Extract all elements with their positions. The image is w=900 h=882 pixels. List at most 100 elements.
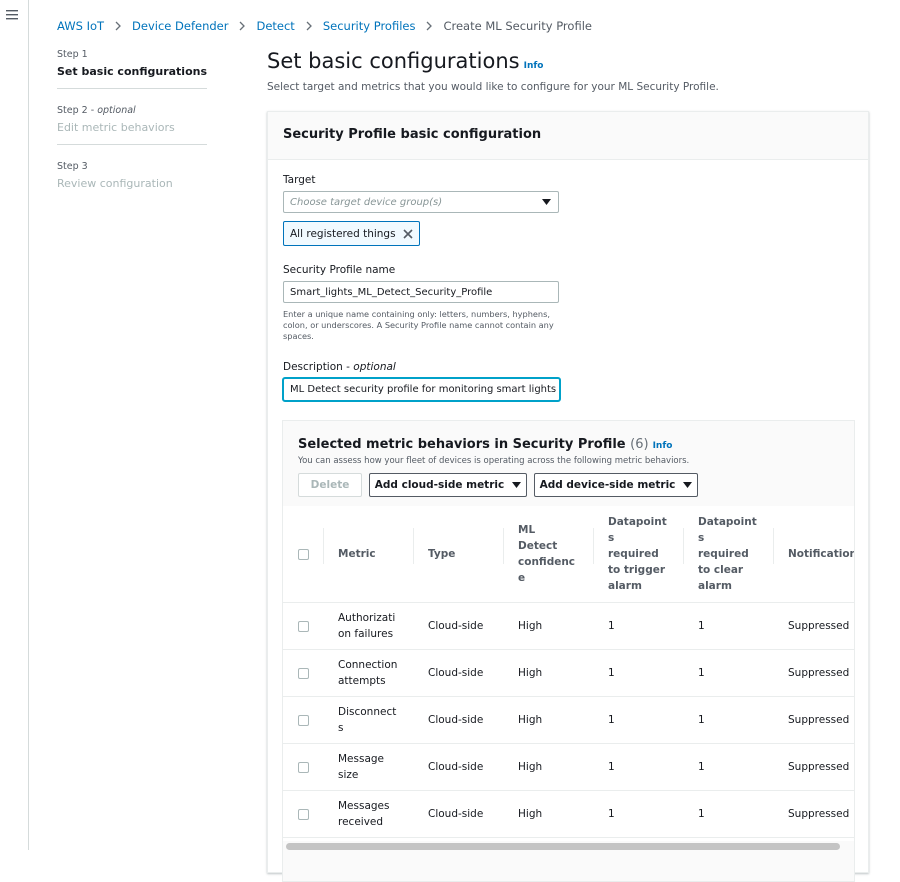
column-header: Metric bbox=[323, 506, 413, 603]
breadcrumb-link[interactable]: Security Profiles bbox=[322, 19, 416, 33]
table-cell: High bbox=[503, 649, 593, 697]
metrics-table: Metric Type ML Detect confidence Datapoints… bbox=[283, 506, 854, 841]
table-cell: Suppressed bbox=[773, 696, 854, 744]
delete-button[interactable]: Delete bbox=[298, 473, 362, 497]
title-text: Set basic configurations bbox=[267, 49, 520, 73]
table-cell: 1 bbox=[683, 602, 773, 650]
menu-icon[interactable] bbox=[6, 10, 18, 20]
table-cell: 1 bbox=[683, 743, 773, 791]
metrics-description: You can assess how your fleet of devices… bbox=[298, 456, 690, 466]
step-title[interactable]: Review configuration bbox=[57, 177, 173, 190]
screen: AWS IoT Device Defender Detect Security Pro… bbox=[0, 0, 869, 882]
table-cell: Messages sent bbox=[323, 837, 413, 841]
breadcrumb-link[interactable]: Device Defender bbox=[132, 19, 229, 33]
dropdown-caret bbox=[542, 199, 551, 205]
breadcrumb-separator bbox=[427, 21, 433, 31]
button-label: Add device-side metric bbox=[539, 479, 676, 491]
name-label: Security Profile name bbox=[283, 264, 396, 276]
description-input[interactable]: ML Detect security profile for monitorin… bbox=[282, 377, 561, 402]
table-cell: Cloud-side bbox=[413, 837, 503, 841]
header-row: Metric Type ML Detect confidence Datapoints… bbox=[283, 506, 854, 603]
target-select[interactable]: Choose target device group(s) bbox=[283, 191, 559, 213]
metrics-container: Selected metric behaviors in Security Pr… bbox=[282, 420, 855, 882]
add-device-metric-button[interactable]: Add device-side metric bbox=[534, 473, 698, 497]
horizontal-scrollbar[interactable] bbox=[286, 843, 840, 850]
dropdown-caret bbox=[512, 482, 522, 488]
wizard-step: Step 3 Review configuration bbox=[57, 161, 207, 190]
name-value: Smart_lights_ML_Detect_Security_Profile bbox=[290, 287, 493, 298]
panel-header: Security Profile basic configuration bbox=[268, 112, 868, 160]
table-cell: High bbox=[503, 743, 593, 791]
target-token: All registered things bbox=[283, 221, 420, 246]
table-cell: High bbox=[503, 696, 593, 744]
table-cell: Suppressed bbox=[773, 743, 854, 791]
table-cell: 1 bbox=[683, 649, 773, 697]
table-row: Connection attempts Cloud-side High 1 1 Suppr… bbox=[283, 649, 854, 697]
table-cell: High bbox=[503, 602, 593, 650]
table-cell: Authorization failures bbox=[323, 602, 413, 650]
name-hint: Enter a unique name containing only: let… bbox=[283, 309, 554, 341]
button-label: Add cloud-side metric bbox=[374, 479, 505, 491]
select-cell bbox=[283, 649, 323, 697]
column-header: Datapoints required to trigger alarm bbox=[593, 506, 683, 603]
token-remove[interactable] bbox=[402, 228, 413, 239]
row-checkbox[interactable] bbox=[298, 667, 309, 679]
name-input[interactable]: Smart_lights_ML_Detect_Security_Profile bbox=[283, 281, 559, 303]
config-panel: Security Profile basic configuration Tar… bbox=[267, 111, 869, 882]
description-label: Description - optional bbox=[283, 361, 396, 373]
row-checkbox[interactable] bbox=[298, 620, 309, 632]
table-cell: 1 bbox=[593, 743, 683, 791]
info-link[interactable]: Info bbox=[652, 441, 673, 451]
row-checkbox[interactable] bbox=[298, 808, 309, 820]
table-cell: Connection attempts bbox=[323, 649, 413, 697]
breadcrumb-separator bbox=[306, 21, 312, 31]
add-cloud-metric-button[interactable]: Add cloud-side metric bbox=[369, 473, 527, 497]
step-title: Set basic configurations bbox=[57, 65, 208, 78]
select-all-checkbox[interactable] bbox=[298, 548, 309, 560]
breadcrumb-link[interactable]: AWS IoT bbox=[57, 19, 105, 33]
description-value: ML Detect security profile for monitorin… bbox=[290, 384, 557, 395]
optional-tag: optional bbox=[353, 361, 396, 373]
row-checkbox[interactable] bbox=[298, 714, 309, 726]
table-row: Messages received Cloud-side High 1 1 Suppres… bbox=[283, 790, 854, 838]
table-cell: High bbox=[503, 790, 593, 838]
target-placeholder: Choose target device group(s) bbox=[290, 197, 443, 208]
table-cell: Cloud-side bbox=[413, 696, 503, 744]
step-number: Step 3 bbox=[57, 161, 88, 172]
metrics-count: (6) bbox=[630, 437, 649, 452]
table-cell: 1 bbox=[593, 602, 683, 650]
table-cell: Cloud-side bbox=[413, 790, 503, 838]
step-number: Step 1 bbox=[57, 49, 88, 60]
step-title[interactable]: Edit metric behaviors bbox=[57, 121, 175, 134]
table-cell: 1 bbox=[593, 696, 683, 744]
column-header: ML Detect confidence bbox=[503, 506, 593, 603]
table-cell: Cloud-side bbox=[413, 602, 503, 650]
breadcrumb-link[interactable]: Detect bbox=[256, 19, 295, 33]
column-header: Datapoints required to clear alarm bbox=[683, 506, 773, 603]
table-cell: High bbox=[503, 837, 593, 841]
select-cell bbox=[283, 696, 323, 744]
wizard-step: Step 1 Set basic configurations bbox=[57, 49, 207, 89]
metrics-title: Selected metric behaviors in Security Pr… bbox=[298, 437, 672, 452]
side-nav-rail bbox=[0, 0, 29, 850]
select-all-cell bbox=[283, 506, 323, 603]
target-label: Target bbox=[283, 174, 316, 186]
table-cell: Message size bbox=[323, 743, 413, 791]
step-label: Step 1 bbox=[57, 49, 207, 60]
column-header: Type bbox=[413, 506, 503, 603]
table-cell: 1 bbox=[593, 790, 683, 838]
step-label: Step 2 - optional bbox=[57, 105, 207, 116]
row-checkbox[interactable] bbox=[298, 761, 309, 773]
column-header: Notifications bbox=[773, 506, 854, 603]
select-cell bbox=[283, 837, 323, 841]
step-number: Step 2 - bbox=[57, 105, 95, 116]
dropdown-caret bbox=[683, 482, 693, 488]
metrics-title-text: Selected metric behaviors in Security Pr… bbox=[298, 437, 626, 452]
token-label: All registered things bbox=[290, 227, 396, 240]
step-divider bbox=[57, 88, 207, 89]
table-cell: 1 bbox=[683, 790, 773, 838]
info-link[interactable]: Info bbox=[523, 61, 544, 71]
select-cell bbox=[283, 602, 323, 650]
table-cell: Messages received bbox=[323, 790, 413, 838]
